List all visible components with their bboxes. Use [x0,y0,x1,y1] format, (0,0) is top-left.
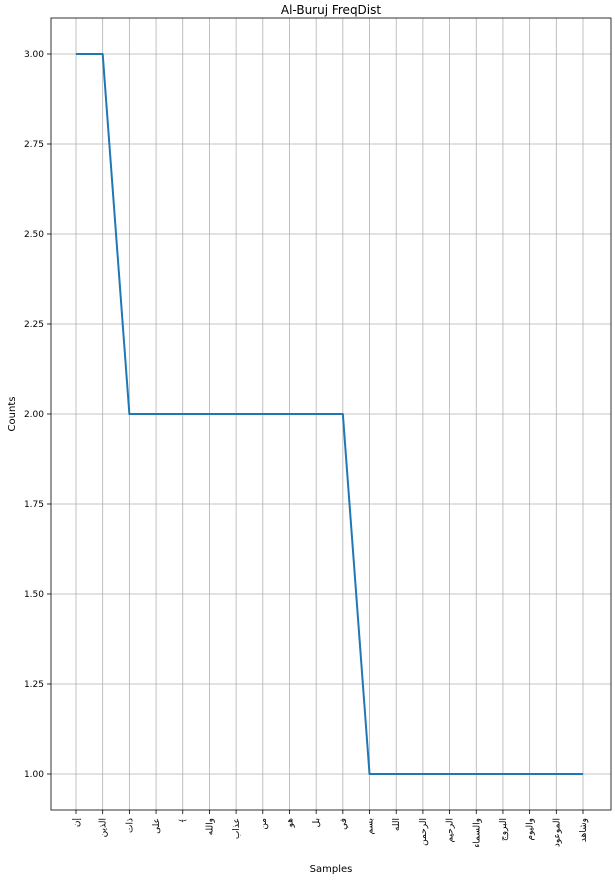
x-tick-label: عذاب [232,818,242,839]
y-tick-label: 1.00 [24,770,44,780]
y-tick-label: 1.75 [24,500,44,510]
y-tick-label: 3.00 [24,50,44,60]
x-tick-label: والسماء [472,818,482,848]
y-tick-label: 2.00 [24,410,44,420]
x-tick-label: الرحيم [446,818,456,842]
series-layer [76,53,583,775]
y-tick-label: 1.50 [24,590,44,600]
series-line [76,53,583,775]
x-tick-label: على [152,818,162,834]
x-tick-label: البروج [499,818,509,841]
x-tick-label: الموعود [552,818,562,847]
y-tick-label: 1.25 [24,680,44,690]
x-axis: إن الذين ذات على ﴾ والله عذاب من هو بل في بسم الله ال… [72,810,589,848]
x-tick-label: واليوم [526,818,536,841]
x-axis-label: Samples [310,864,353,875]
x-tick-label: من [259,818,269,830]
x-tick-label: ﴾ [179,818,189,823]
y-tick-label: 2.25 [24,320,44,330]
y-axis-label: Counts [7,397,18,432]
y-tick-label: 2.75 [24,140,44,150]
y-tick-label: 2.50 [24,230,44,240]
x-tick-label: إن [72,818,82,827]
x-tick-label: الرحمن [419,818,429,846]
x-tick-label: الذين [99,818,109,837]
chart-title: Al-Buruj FreqDist [281,3,381,17]
x-tick-label: الله [392,818,402,831]
x-tick-label: وشاهد [579,818,589,842]
x-tick-label: في [339,818,349,830]
x-tick-label: بسم [366,818,376,835]
y-axis: 1.00 1.25 1.50 1.75 2.00 2.25 2.50 2.75 3.00 [24,50,51,780]
x-tick-label: والله [205,818,215,835]
x-tick-label: ذات [125,818,135,833]
x-tick-label: هو [285,818,295,829]
x-tick-label: بل [312,818,322,827]
